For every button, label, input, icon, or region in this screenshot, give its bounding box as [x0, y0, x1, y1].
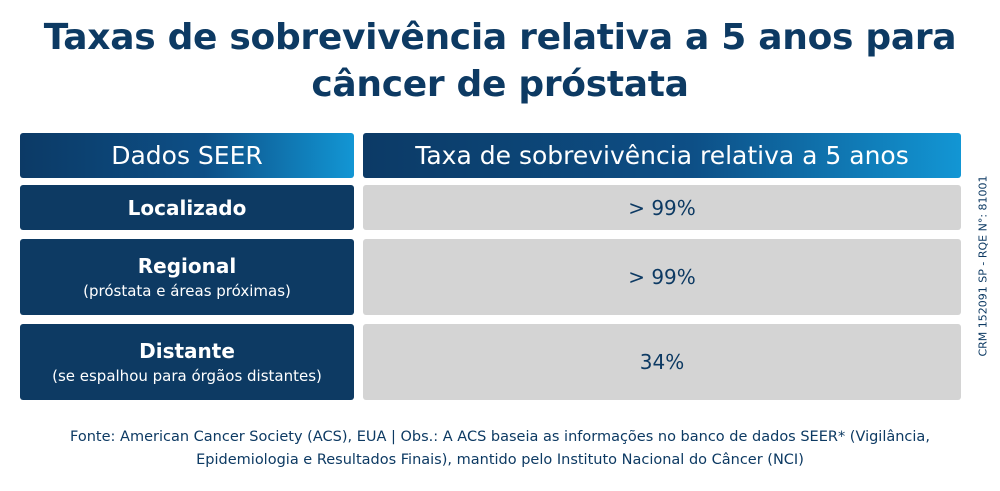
stage-label: Regional [137, 254, 237, 278]
page-title-line1: Taxas de sobrevivência relativa a 5 anos… [43, 17, 957, 58]
header-survival-rate: Taxa de sobrevivência relativa a 5 anos [363, 133, 961, 178]
stage-cell-distant: Distante (se espalhou para órgãos distan… [20, 324, 354, 400]
header-data-source: Dados SEER [20, 133, 354, 178]
stage-detail: (se espalhou para órgãos distantes) [52, 367, 322, 385]
stage-detail: (próstata e áreas próximas) [83, 282, 291, 300]
registration-text: CRM 152091 SP - RQE N°: 81001 [976, 175, 990, 357]
footnote-line1: Fonte: American Cancer Society (ACS), EU… [70, 429, 930, 445]
footnote-line2: Epidemiologia e Resultados Finais), mant… [196, 452, 804, 468]
stage-label: Distante [139, 339, 235, 363]
stage-cell-regional: Regional (próstata e áreas próximas) [20, 239, 354, 315]
page-title-line2: câncer de próstata [311, 64, 689, 105]
page-title: Taxas de sobrevivência relativa a 5 anos… [0, 14, 1000, 108]
stage-cell-localized: Localizado [20, 185, 354, 230]
rate-cell-regional: > 99% [363, 239, 961, 315]
source-footnote: Fonte: American Cancer Society (ACS), EU… [0, 426, 1000, 472]
rate-cell-localized: > 99% [363, 185, 961, 230]
rate-cell-distant: 34% [363, 324, 961, 400]
stage-label: Localizado [127, 195, 247, 220]
